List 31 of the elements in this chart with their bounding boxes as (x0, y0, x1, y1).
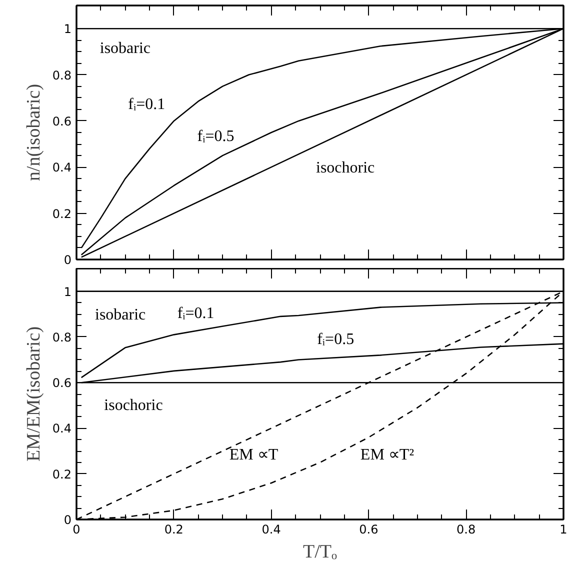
y-tick-label: 0.8 (52, 330, 72, 344)
y-tick-label: 0.6 (52, 376, 72, 390)
annotation: isochoric (316, 160, 375, 177)
annotation: EM ∝T (229, 446, 278, 464)
x-tick-label: 0.8 (456, 522, 476, 536)
annotation: fᵢ=0.1 (177, 305, 214, 322)
y-tick-label: 0.2 (52, 206, 72, 221)
y-tick-label: 0 (64, 253, 72, 267)
y-tick-label: 0.6 (52, 114, 72, 128)
y-tick-label: 0 (64, 513, 72, 527)
y-axis-title: EM/EM(isobaric) (23, 326, 44, 462)
annotation: EM ∝T² (360, 446, 414, 464)
annotation: fᵢ=0.5 (317, 331, 354, 348)
y-tick-label: 1 (64, 22, 72, 36)
annotation: fᵢ=0.5 (197, 128, 234, 145)
y-axis-title: n/n(isobaric) (23, 84, 44, 182)
y-tick-label: 0.4 (52, 422, 72, 436)
y-tick-label: 1 (64, 284, 72, 299)
annotation: isochoric (104, 396, 163, 414)
x-axis-title: T/Tₒ (303, 542, 338, 562)
annotation: isobaric (95, 306, 146, 324)
annotation: isobaric (100, 40, 151, 58)
x-tick-label: 0.2 (164, 522, 184, 536)
y-tick-label: 0.2 (52, 467, 72, 482)
annotation: fᵢ=0.1 (128, 96, 166, 114)
x-tick-label: 0.4 (262, 522, 281, 536)
y-tick-label: 0.4 (52, 160, 72, 175)
y-tick-label: 0.8 (52, 68, 72, 82)
x-tick-label: 1 (560, 522, 568, 536)
x-tick-label: 0 (72, 522, 80, 536)
x-tick-label: 0.6 (359, 522, 378, 536)
